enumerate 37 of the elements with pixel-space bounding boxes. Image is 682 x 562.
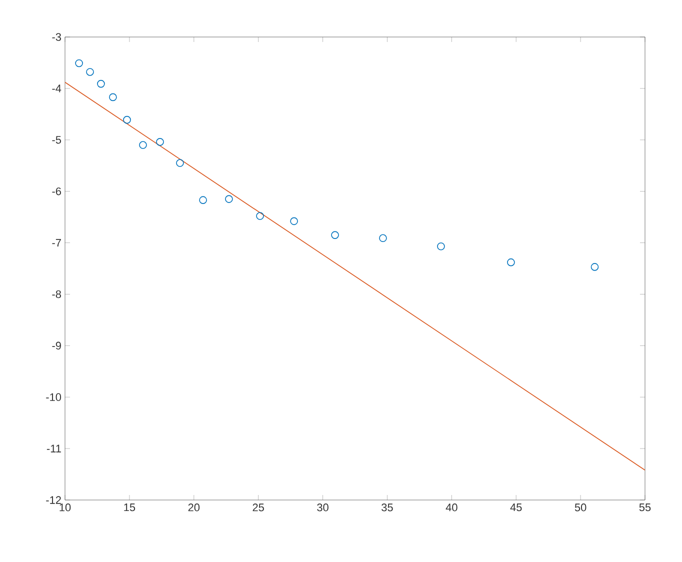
point <box>590 263 599 271</box>
y-tick-label: -11 <box>46 444 61 452</box>
point <box>225 195 233 203</box>
point <box>199 196 207 204</box>
point <box>109 93 117 102</box>
y-tick-label: -6 <box>52 187 61 196</box>
point <box>437 242 445 250</box>
x-tick-label: 50 <box>574 504 586 512</box>
y-tick-label: -3 <box>52 33 61 41</box>
point <box>156 138 164 146</box>
x-tick-label: 55 <box>639 504 651 512</box>
point <box>256 212 264 220</box>
x-tick-label: 15 <box>124 504 136 512</box>
y-tick-label: -8 <box>52 290 61 298</box>
point <box>331 231 339 239</box>
point <box>176 159 184 167</box>
y-tick-label: -5 <box>52 136 62 144</box>
x-tick-label: 40 <box>446 504 458 512</box>
point <box>379 234 387 242</box>
point <box>507 258 515 266</box>
y-tick-label: -4 <box>52 84 62 92</box>
y-tick-label: -10 <box>46 393 62 401</box>
x-tick-label: 20 <box>188 504 200 512</box>
point <box>139 141 147 149</box>
y-tick-label: -9 <box>52 342 61 350</box>
x-tick-label: 25 <box>252 504 264 512</box>
x-tick-label: 10 <box>60 504 71 512</box>
point <box>290 217 298 226</box>
point <box>123 116 131 124</box>
x-tick-label: 45 <box>510 504 522 512</box>
point <box>97 80 105 88</box>
x-tick-label: 30 <box>317 504 328 512</box>
x-tick-label: 35 <box>382 504 393 512</box>
y-tick-label: -7 <box>52 239 61 247</box>
point <box>86 68 94 76</box>
point <box>75 59 83 68</box>
y-tick-label: -12 <box>46 496 61 504</box>
